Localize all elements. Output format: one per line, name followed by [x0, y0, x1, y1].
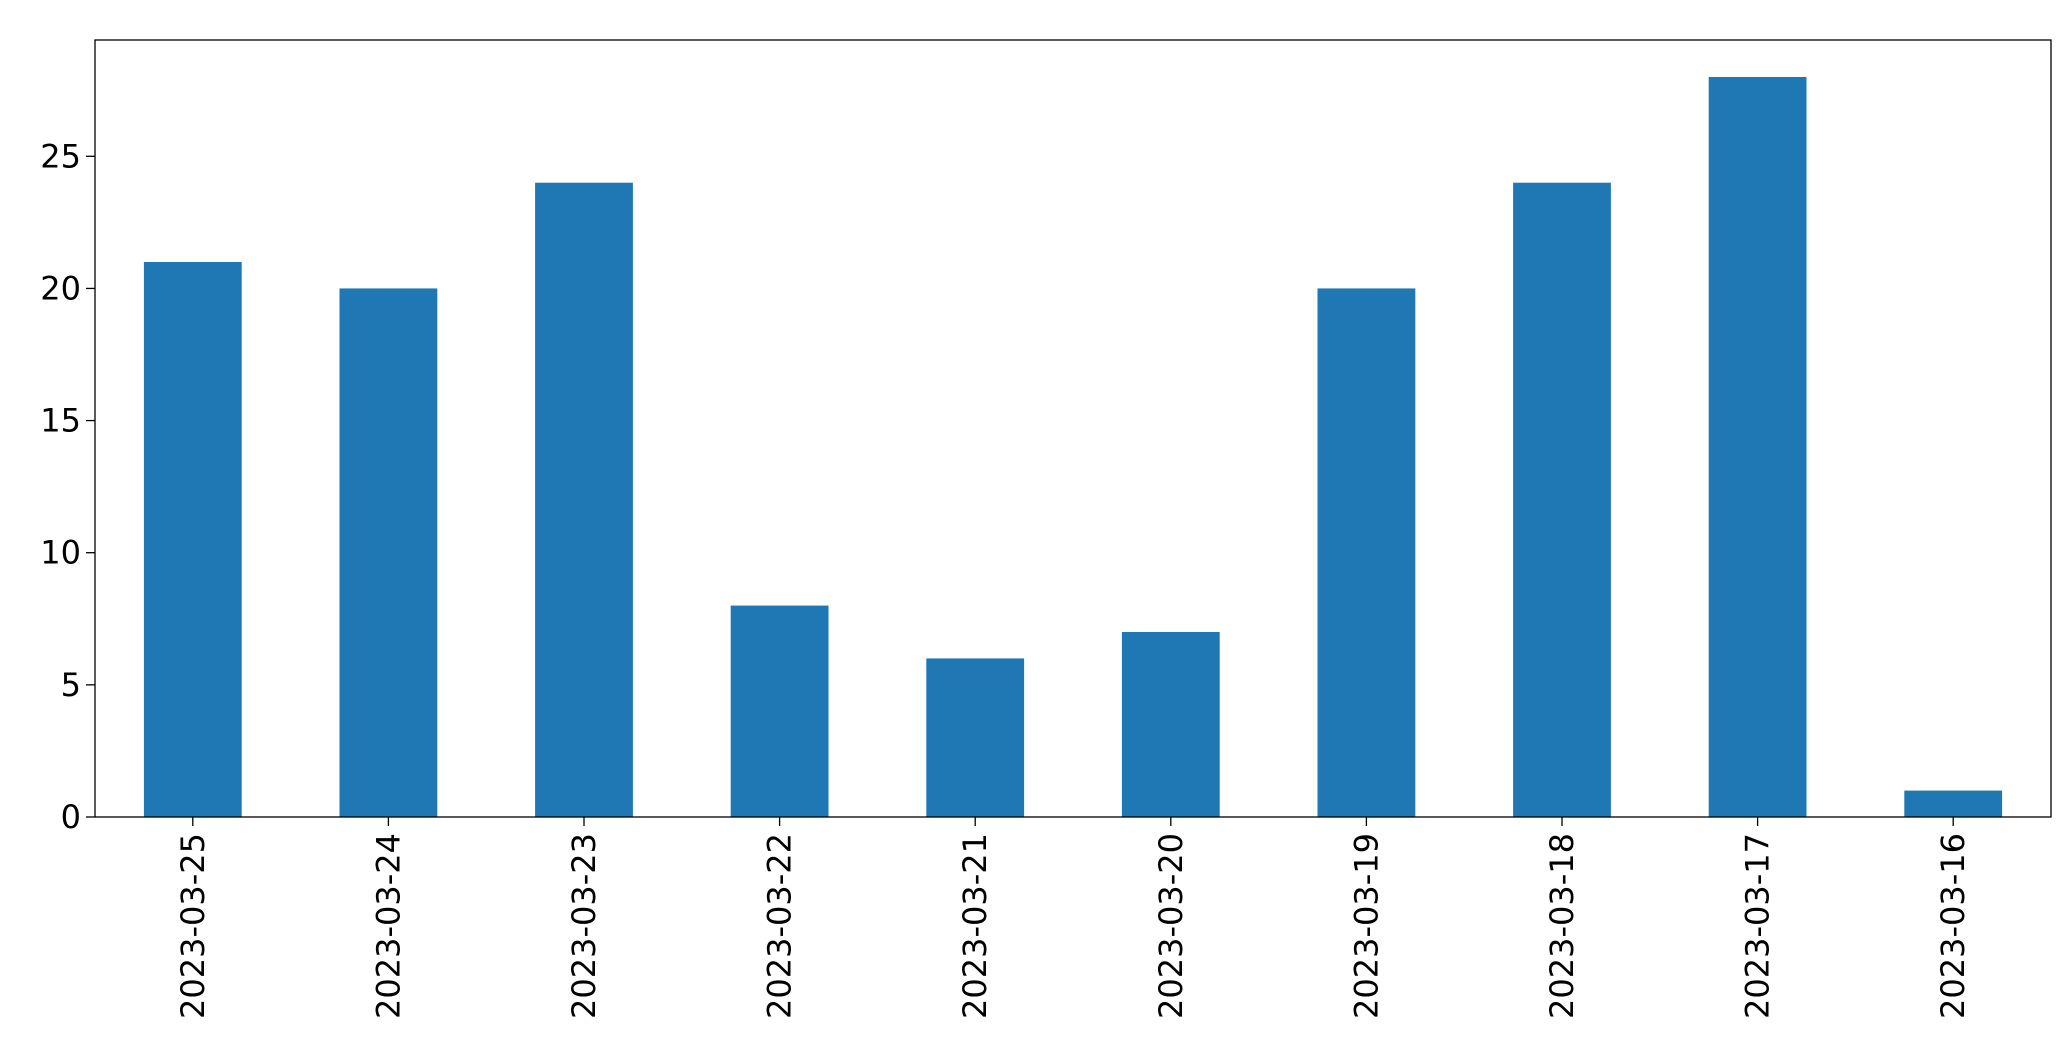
y-tick-label: 20: [40, 269, 81, 307]
x-tick-label: 2023-03-24: [369, 833, 407, 1019]
bar: [1708, 77, 1807, 817]
y-tick-label: 15: [40, 402, 81, 440]
bar: [1317, 288, 1416, 817]
x-tick-label: 2023-03-16: [1934, 833, 1972, 1019]
y-tick-label: 25: [40, 137, 81, 175]
x-tick-label: 2023-03-21: [956, 833, 994, 1019]
x-tick-label: 2023-03-18: [1543, 833, 1581, 1019]
x-tick-label: 2023-03-22: [761, 833, 799, 1019]
plot-frame: [94, 39, 2052, 818]
bar: [535, 182, 633, 817]
bar: [730, 605, 829, 817]
bar: [1904, 790, 2003, 817]
y-tick-label: 0: [61, 798, 81, 836]
bar: [1121, 632, 1220, 817]
bar: [1513, 182, 1611, 817]
y-tick-label: 5: [61, 666, 81, 704]
y-tick-label: 10: [40, 534, 81, 572]
x-tick-label: 2023-03-20: [1152, 833, 1190, 1019]
x-tick-label: 2023-03-25: [174, 833, 212, 1019]
bar: [926, 658, 1025, 817]
x-tick-label: 2023-03-17: [1739, 833, 1777, 1019]
bar: [143, 262, 242, 817]
bar: [339, 288, 438, 817]
x-tick-label: 2023-03-19: [1347, 833, 1385, 1019]
x-tick-label: 2023-03-23: [565, 833, 603, 1019]
